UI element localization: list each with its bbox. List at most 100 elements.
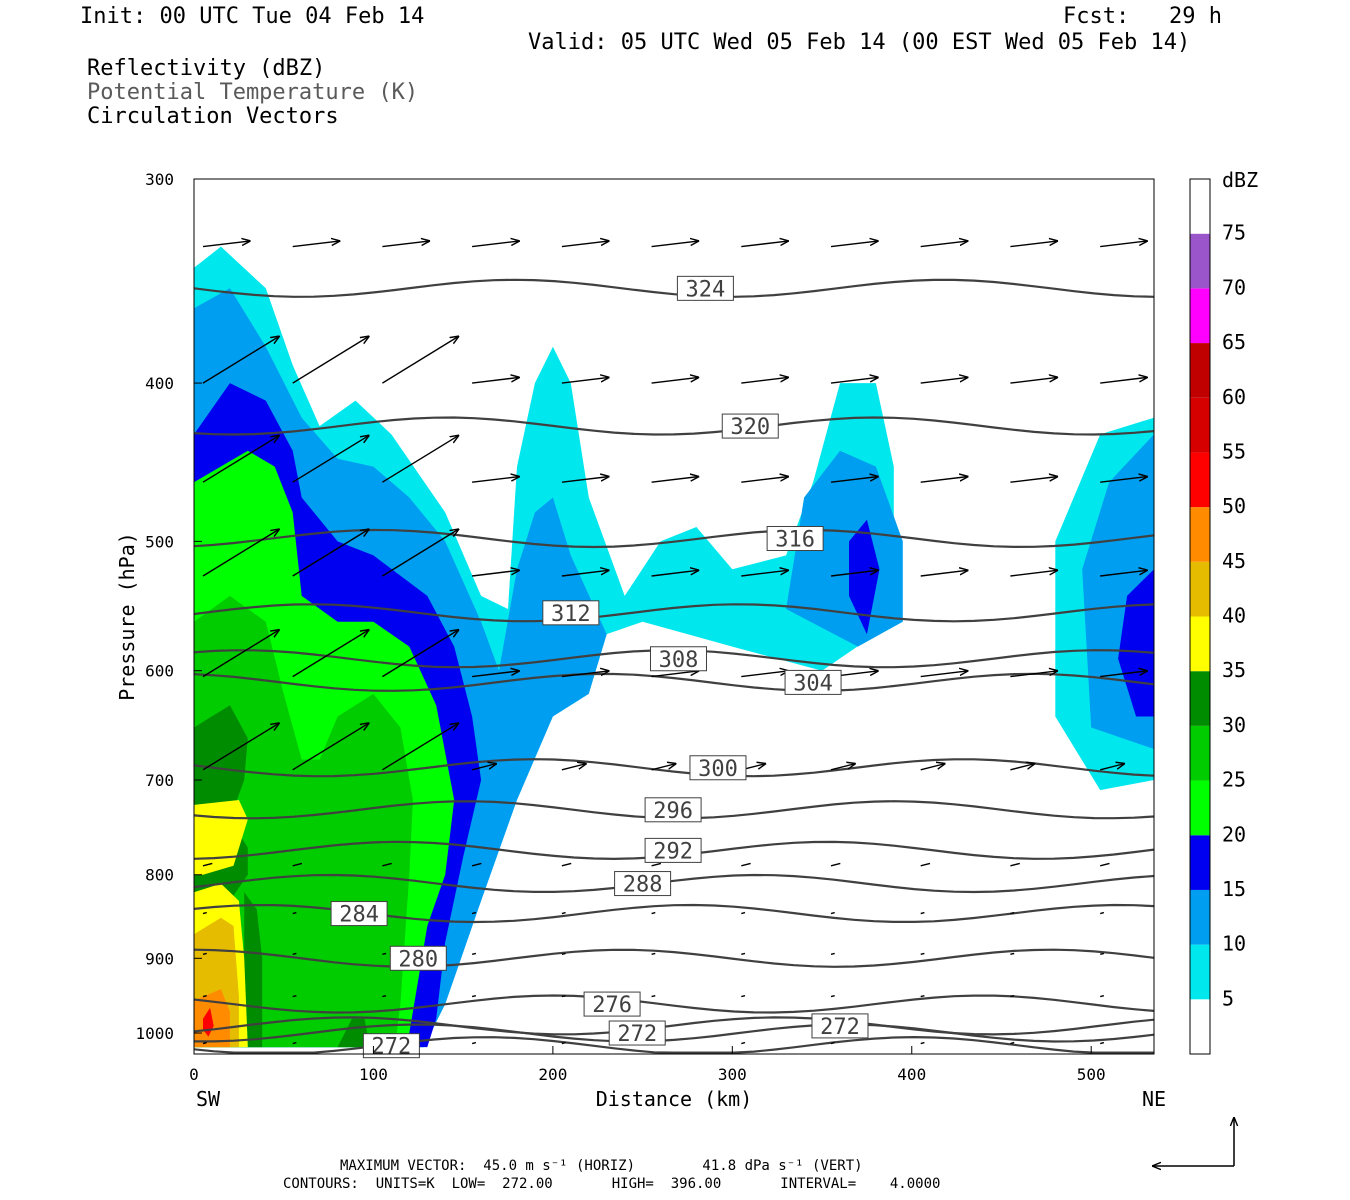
circulation-vector [382,862,392,867]
colorbar-swatch [1190,999,1210,1054]
contour-label-box [330,901,388,927]
theta-contour-272 [194,1023,1154,1043]
theta-contour-288 [194,873,1154,894]
max-vector-note: MAXIMUM VECTOR: 45.0 m s⁻¹ (HORIZ) 41.8 … [340,1158,863,1174]
colorbar-swatch [1190,452,1210,508]
circulation-vector [471,911,477,915]
x-tick-label: 0 [189,1065,199,1084]
contour-label-box [614,871,672,897]
circulation-vector [471,995,477,998]
colorbar-swatch [1190,780,1210,836]
circulation-vector [1100,377,1148,384]
circulation-vector [1010,570,1058,577]
contour-label-box [644,797,702,823]
colorbar-level-label: 10 [1222,932,1246,956]
field-circulation-vectors: Circulation Vectors [87,104,339,129]
circulation-vector [830,911,835,915]
colorbar-swatch [1190,616,1210,672]
circulation-vector [561,241,610,248]
colorbar-level-label: 15 [1222,877,1246,901]
contour-label-box [583,991,641,1017]
reflectivity-area-15dbz [849,519,880,635]
colorbar-title: dBZ [1222,168,1258,192]
reference-vector-icon [1152,1117,1234,1166]
contour-label-box [608,1020,666,1046]
colorbar-level-label: 70 [1222,275,1246,299]
circulation-vector [382,435,459,483]
circulation-vector [202,435,280,483]
circulation-vector [1010,477,1058,483]
circulation-vector [1100,995,1105,998]
contour-label: 324 [686,277,726,302]
contour-label: 272 [617,1022,657,1047]
circulation-vector [741,570,789,577]
circulation-vector [651,477,700,483]
circulation-vector [292,336,370,384]
circulation-vector [1100,952,1105,955]
circulation-vector [651,570,700,577]
y-tick-label: 600 [145,662,174,681]
circulation-vector [292,630,370,678]
circulation-vector [292,952,297,955]
circulation-vector [561,570,610,577]
field-reflectivity: Reflectivity (dBZ) [87,56,326,81]
circulation-vector [1010,671,1058,678]
colorbar-swatch [1190,397,1210,453]
circulation-vector [651,764,677,771]
contour-label-box [676,275,734,301]
contour-label: 272 [372,1035,412,1060]
circulation-vector [1010,862,1020,867]
contour-label-box [766,526,824,552]
contour-label: 312 [551,602,591,627]
theta-contour-272 [194,1035,1154,1054]
colorbar-swatch [1190,889,1210,945]
contour-label-box [644,837,702,863]
circulation-vector [830,477,879,483]
circulation-vector [382,952,387,955]
y-tick-label: 800 [145,866,174,885]
circulation-vector [741,952,746,955]
circulation-vector [741,995,746,998]
circulation-vector [1100,1041,1105,1045]
x-tick-label: 500 [1077,1065,1106,1084]
circulation-vector [202,952,207,955]
circulation-vector [292,911,297,915]
circulation-vector [202,241,251,248]
circulation-vector [561,1041,566,1045]
contour-label: 320 [730,415,770,440]
colorbar-swatch [1190,288,1210,344]
colorbar-level-label: 25 [1222,768,1246,792]
circulation-vector [382,723,459,771]
contour-label: 272 [820,1015,860,1040]
colorbar-level-label: 60 [1222,385,1246,409]
circulation-vector [202,911,207,915]
circulation-vector [830,995,835,998]
circulation-vector [741,377,789,384]
circulation-vector [561,477,610,483]
colorbar-swatch [1190,233,1210,289]
circulation-vector [292,241,341,248]
contour-label-box [649,646,707,672]
circulation-vector [472,241,520,248]
circulation-vector [292,529,370,577]
circulation-vector [651,671,700,678]
circulation-vector [472,477,520,483]
theta-contour-320 [194,416,1154,436]
theta-contour-280 [194,948,1154,968]
circulation-vector [741,911,746,915]
circulation-vector [920,764,946,771]
circulation-vector [471,952,477,955]
contour-label: 296 [653,799,693,824]
circulation-vector [920,1041,925,1045]
circulation-vector [920,862,931,867]
colorbar-level-label: 65 [1222,330,1246,354]
contour-label: 280 [398,947,438,972]
circulation-vector [1100,911,1105,915]
circulation-vector [741,241,789,248]
x-right-end-label: NE [1142,1087,1166,1111]
circulation-vector [382,529,459,577]
circulation-vector [202,995,207,998]
circulation-vector [561,995,566,998]
theta-contour-300 [194,758,1154,778]
circulation-vector [472,377,520,384]
